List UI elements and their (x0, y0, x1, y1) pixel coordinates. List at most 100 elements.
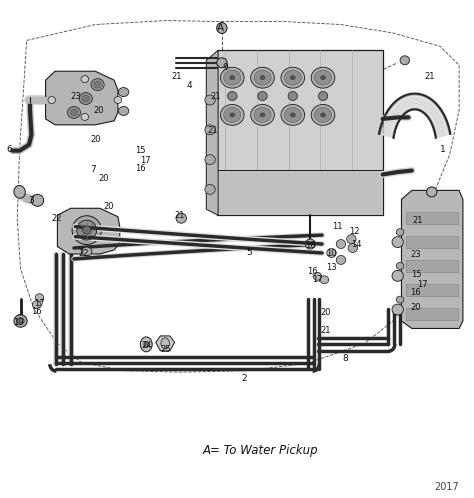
Text: 14: 14 (351, 240, 361, 249)
Ellipse shape (284, 108, 301, 123)
Text: 17: 17 (312, 275, 323, 284)
Ellipse shape (217, 58, 227, 68)
Ellipse shape (320, 76, 325, 80)
Text: 16: 16 (135, 164, 146, 173)
Text: 19: 19 (13, 318, 24, 327)
Text: 13: 13 (326, 263, 337, 272)
Ellipse shape (320, 113, 325, 117)
Ellipse shape (94, 81, 101, 88)
Text: 20: 20 (320, 308, 331, 317)
Text: 12: 12 (349, 227, 359, 236)
Ellipse shape (118, 107, 129, 116)
Ellipse shape (254, 108, 271, 123)
Polygon shape (57, 208, 120, 254)
Ellipse shape (144, 341, 149, 347)
Ellipse shape (327, 249, 336, 257)
Text: 21: 21 (412, 216, 423, 225)
Text: 9: 9 (222, 63, 228, 72)
Text: 20: 20 (103, 202, 114, 211)
Bar (406, 284, 458, 296)
Text: 16: 16 (307, 267, 318, 276)
Text: A: A (217, 23, 224, 33)
Text: 22: 22 (78, 249, 89, 258)
Ellipse shape (315, 70, 331, 85)
Text: 21: 21 (210, 92, 221, 101)
Ellipse shape (82, 247, 92, 256)
Ellipse shape (318, 92, 328, 101)
Text: 16: 16 (31, 307, 41, 316)
Ellipse shape (336, 240, 346, 249)
Text: 4: 4 (187, 81, 192, 90)
Polygon shape (46, 71, 118, 125)
Ellipse shape (291, 76, 295, 80)
Ellipse shape (392, 237, 403, 248)
Ellipse shape (427, 187, 437, 197)
Ellipse shape (32, 301, 41, 309)
Bar (406, 260, 458, 272)
Ellipse shape (224, 108, 241, 123)
Ellipse shape (251, 105, 274, 125)
Text: 6: 6 (6, 145, 12, 154)
Ellipse shape (311, 105, 335, 125)
Ellipse shape (392, 270, 403, 281)
Bar (406, 212, 458, 224)
Ellipse shape (230, 113, 235, 117)
Text: 16: 16 (410, 288, 421, 297)
Text: 21: 21 (207, 126, 218, 135)
Ellipse shape (82, 95, 90, 102)
Ellipse shape (81, 76, 89, 83)
Ellipse shape (281, 67, 305, 88)
Ellipse shape (205, 95, 215, 105)
Text: 18: 18 (305, 241, 316, 249)
Ellipse shape (17, 318, 24, 324)
Text: 17: 17 (34, 299, 45, 308)
Text: 22: 22 (51, 214, 62, 223)
Ellipse shape (230, 76, 235, 80)
Ellipse shape (228, 92, 237, 101)
Text: 20: 20 (90, 135, 100, 144)
Ellipse shape (70, 109, 78, 116)
Ellipse shape (114, 97, 122, 104)
Ellipse shape (260, 113, 265, 117)
Ellipse shape (251, 67, 274, 88)
Ellipse shape (161, 338, 169, 349)
Ellipse shape (305, 239, 316, 249)
Ellipse shape (82, 226, 91, 234)
Bar (406, 236, 458, 248)
Text: 2017: 2017 (434, 483, 459, 493)
Ellipse shape (260, 76, 265, 80)
Text: 3: 3 (28, 196, 34, 205)
Ellipse shape (311, 67, 335, 88)
Ellipse shape (91, 79, 104, 91)
Ellipse shape (67, 107, 81, 119)
Ellipse shape (313, 272, 321, 280)
Ellipse shape (220, 67, 244, 88)
Ellipse shape (72, 216, 101, 245)
Ellipse shape (392, 304, 403, 315)
Ellipse shape (224, 70, 241, 85)
Ellipse shape (81, 114, 89, 121)
Ellipse shape (79, 93, 92, 105)
Ellipse shape (176, 213, 186, 223)
Ellipse shape (205, 125, 215, 135)
Text: 20: 20 (99, 174, 109, 183)
Text: 24: 24 (141, 341, 152, 350)
Ellipse shape (396, 296, 404, 303)
Ellipse shape (31, 194, 44, 206)
Text: 20: 20 (410, 303, 420, 312)
Text: 17: 17 (140, 156, 151, 165)
Ellipse shape (35, 294, 44, 302)
Ellipse shape (14, 185, 25, 198)
Text: 7: 7 (90, 165, 96, 174)
Ellipse shape (320, 276, 328, 284)
Text: 25: 25 (160, 345, 171, 354)
Ellipse shape (205, 184, 215, 194)
Text: 23: 23 (70, 92, 81, 101)
Ellipse shape (284, 70, 301, 85)
Ellipse shape (288, 92, 298, 101)
Ellipse shape (315, 108, 331, 123)
Text: 21: 21 (171, 72, 182, 81)
Polygon shape (217, 169, 383, 215)
Text: 15: 15 (135, 146, 146, 155)
Text: 21: 21 (174, 211, 184, 220)
